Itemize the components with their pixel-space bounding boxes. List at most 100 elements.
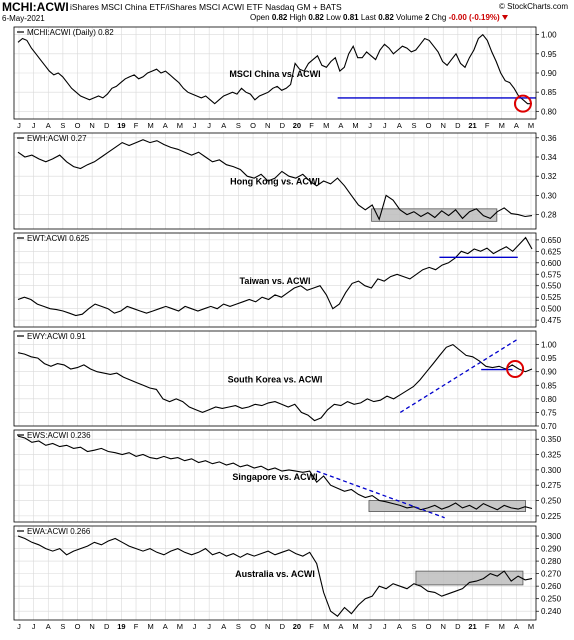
x-tick-label: A (338, 622, 343, 631)
x-tick-label: F (485, 121, 490, 130)
x-tick-label: N (265, 121, 270, 130)
x-tick-label: M (499, 121, 505, 130)
x-tick-label: J (193, 622, 197, 631)
panel-legend: MCHI:ACWI (Daily) 0.82 (27, 28, 114, 37)
panel-legend: EWT:ACWI 0.625 (27, 234, 90, 243)
x-tick-label: N (265, 622, 270, 631)
volume-label: Volume (396, 13, 423, 22)
x-tick-label: M (528, 622, 534, 631)
panel-legend: EWH:ACWI 0.27 (27, 134, 87, 143)
x-tick-label: M (352, 622, 358, 631)
x-tick-label: M (148, 622, 154, 631)
y-tick-label: 0.250 (541, 497, 562, 506)
y-tick-label: 0.625 (541, 247, 562, 256)
y-tick-label: 0.90 (541, 368, 557, 377)
x-tick-label: M (323, 121, 329, 130)
x-tick-label: F (134, 622, 139, 631)
x-tick-label: J (32, 121, 36, 130)
x-tick-label: N (89, 622, 94, 631)
y-tick-label: 0.225 (541, 512, 562, 521)
x-tick-label: O (75, 121, 81, 130)
chg-label: Chg (431, 13, 447, 22)
x-tick-label: A (163, 121, 168, 130)
panel-frame (13, 330, 537, 427)
y-tick-label: 0.32 (541, 172, 557, 181)
chg-value: -0.00 (-0.19%) (448, 13, 500, 22)
panel-frame (13, 232, 537, 328)
x-tick-label: O (426, 121, 432, 130)
x-tick-label: M (177, 622, 183, 631)
panel-frame (13, 132, 537, 230)
y-tick-label: 0.290 (541, 545, 562, 554)
down-arrow-icon (501, 15, 508, 21)
y-tick-label: 0.300 (541, 532, 562, 541)
panel-annotation: MSCI China vs. ACWI (229, 69, 320, 79)
panel-annotation: Australia vs. ACWI (235, 569, 315, 579)
y-tick-label: 0.250 (541, 595, 562, 604)
y-tick-label: 0.240 (541, 607, 562, 616)
y-tick-label: 0.270 (541, 570, 562, 579)
x-tick-label: J (207, 121, 211, 130)
panel-frame (13, 525, 537, 621)
x-tick-label: J (383, 121, 387, 130)
x-tick-label: J (207, 622, 211, 631)
y-tick-label: 1.00 (541, 31, 557, 40)
x-tick-label: 19 (117, 121, 125, 130)
x-tick-label: M (177, 121, 183, 130)
stockcharts-logo: © StockCharts.com (498, 2, 568, 11)
x-tick-label: F (485, 622, 490, 631)
y-tick-label: 0.70 (541, 422, 557, 431)
low-label: Low (326, 13, 341, 22)
chart-header: MCHI:ACWI iShares MSCI China ETF/iShares… (0, 0, 574, 26)
x-tick-label: M (352, 121, 358, 130)
x-tick-label: N (441, 622, 446, 631)
x-tick-label: J (193, 121, 197, 130)
x-tick-label: F (309, 622, 314, 631)
x-tick-label: S (60, 121, 65, 130)
y-tick-label: 0.260 (541, 582, 562, 591)
panel-frame (13, 26, 537, 120)
x-tick-label: D (104, 121, 110, 130)
y-tick-label: 0.28 (541, 211, 557, 220)
x-tick-label: A (46, 622, 51, 631)
x-tick-label: 20 (293, 622, 301, 631)
x-tick-label: O (250, 622, 256, 631)
y-tick-label: 0.650 (541, 236, 562, 245)
y-tick-label: 0.34 (541, 153, 557, 162)
open-value: 0.82 (271, 13, 288, 22)
y-tick-label: 0.500 (541, 305, 562, 314)
x-tick-label: J (368, 121, 372, 130)
x-tick-label: A (397, 622, 402, 631)
x-tick-label: O (75, 622, 81, 631)
y-tick-label: 0.550 (541, 282, 562, 291)
panel-frame (13, 429, 537, 523)
y-tick-label: 0.95 (541, 50, 557, 59)
x-tick-label: D (280, 121, 286, 130)
x-tick-label: M (323, 622, 329, 631)
highlight-circle (506, 360, 525, 378)
y-tick-label: 0.36 (541, 134, 557, 143)
panel-annotation: Hong Kong vs. ACWI (230, 177, 320, 187)
high-label: High (289, 13, 307, 22)
x-tick-label: A (46, 121, 51, 130)
y-tick-label: 0.525 (541, 293, 562, 302)
panel-legend: EWS:ACWI 0.236 (27, 431, 91, 440)
x-tick-label: A (221, 622, 226, 631)
x-tick-label: F (134, 121, 139, 130)
x-tick-label: S (411, 121, 416, 130)
x-tick-label: J (17, 121, 21, 130)
panel-annotation: South Korea vs. ACWI (228, 374, 323, 384)
x-tick-label: S (411, 622, 416, 631)
panel-legend: EWA:ACWI 0.266 (27, 527, 91, 536)
x-tick-label: J (368, 622, 372, 631)
x-tick-label: 20 (293, 121, 301, 130)
x-tick-label: M (499, 622, 505, 631)
x-tick-label: J (32, 622, 36, 631)
price-ratio-line (17, 236, 533, 317)
x-tick-label: A (221, 121, 226, 130)
y-tick-label: 0.575 (541, 270, 562, 279)
y-tick-label: 0.85 (541, 88, 557, 97)
y-tick-label: 0.280 (541, 557, 562, 566)
panel-legend: EWY:ACWI 0.91 (27, 332, 86, 341)
